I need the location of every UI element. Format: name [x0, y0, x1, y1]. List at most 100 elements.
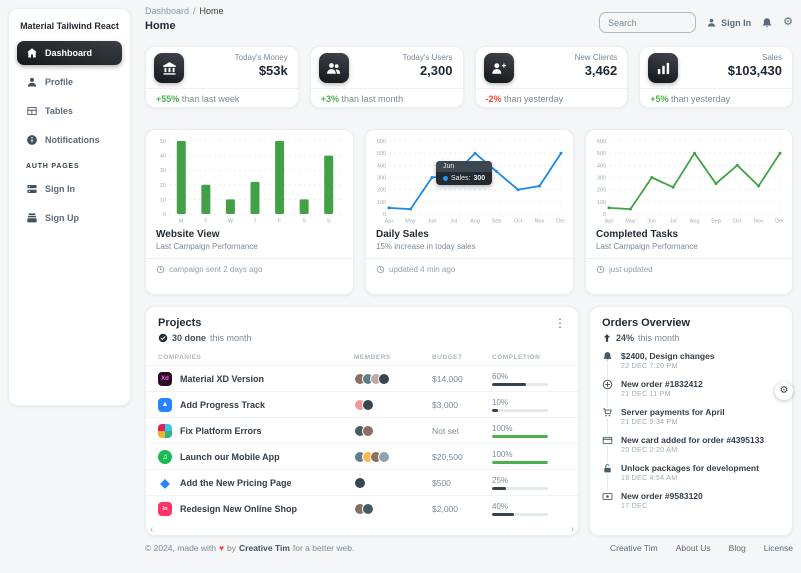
divider	[640, 88, 792, 89]
svg-text:Oct: Oct	[733, 219, 742, 225]
chart-subtitle: 15% increase in today sales	[376, 242, 476, 251]
avatar[interactable]	[378, 372, 390, 385]
svg-text:100: 100	[597, 200, 606, 206]
completion-percent: 25%	[492, 475, 509, 485]
footer-link-blog[interactable]: Blog	[728, 543, 746, 553]
progress-bar	[492, 512, 548, 516]
info-circle-icon	[26, 134, 38, 146]
projects-menu-icon[interactable]	[554, 317, 566, 343]
order-title: Unlock packages for development	[621, 463, 759, 473]
lock-open-icon	[602, 463, 613, 474]
avatar[interactable]	[362, 398, 374, 411]
scroll-right-icon[interactable]	[571, 525, 574, 535]
user-circle-icon	[26, 76, 38, 88]
sidebar-item-profile[interactable]: Profile	[17, 70, 122, 94]
sidebar-item-sign-in[interactable]: Sign In	[17, 177, 122, 201]
stat-label: Today's Money	[234, 53, 288, 62]
footer-brand-link[interactable]: Creative Tim	[239, 543, 290, 553]
search-input[interactable]	[599, 12, 697, 33]
project-name: Material XD Version	[180, 373, 265, 384]
stat-delta-suffix: than yesterday	[504, 94, 564, 104]
projects-card: Projects 30 done this month COMPANIES ME…	[145, 306, 579, 536]
svg-text:400: 400	[377, 163, 386, 169]
svg-text:0: 0	[603, 212, 606, 218]
project-name: Launch our Mobile App	[180, 451, 280, 462]
bell-icon[interactable]	[761, 17, 773, 29]
xd-icon	[158, 371, 172, 386]
orders-overview-card: Orders Overview 24% this month $2400, De…	[589, 306, 793, 536]
gear-icon	[780, 386, 789, 396]
series-marker-icon	[443, 176, 448, 181]
bar-chart-icon	[648, 53, 679, 83]
svg-text:Aug: Aug	[690, 219, 700, 225]
settings-gear-icon[interactable]	[783, 17, 793, 28]
sidebar-item-sign-up[interactable]: Sign Up	[17, 206, 122, 230]
progress-bar	[492, 434, 548, 438]
breadcrumb-separator: /	[193, 6, 196, 16]
project-name: Fix Platform Errors	[180, 425, 262, 436]
sidebar-item-label: Dashboard	[45, 48, 93, 58]
svg-text:Jul: Jul	[670, 219, 677, 225]
configurator-fab[interactable]	[775, 382, 793, 400]
cart-icon	[602, 407, 613, 418]
avatar[interactable]	[362, 502, 374, 515]
bottom-row: Projects 30 done this month COMPANIES ME…	[145, 306, 793, 536]
chart-footer-text: campaign sent 2 days ago	[169, 265, 263, 274]
svg-text:30: 30	[160, 168, 166, 174]
stat-delta: +5%	[650, 94, 669, 104]
footer-link-creative-tim[interactable]: Creative Tim	[609, 543, 658, 553]
table-row: Add the New Pricing Page $500 25%	[146, 469, 578, 495]
avatar[interactable]	[362, 424, 374, 437]
svg-text:600: 600	[597, 139, 606, 145]
stat-card-todays-users: Today's Users 2,300 +3% than last month	[309, 46, 464, 108]
order-item: $2400, Design changes 22 DEC 7:20 PM	[590, 351, 792, 379]
sidebar: Material Tailwind React Dashboard Profil…	[8, 8, 131, 406]
order-date: 18 DEC 4:54 AM	[621, 475, 678, 482]
tooltip-label: Jun	[436, 161, 493, 172]
svg-text:T: T	[204, 219, 208, 225]
stat-card-new-clients: New Clients 3,462 -2% than yesterday	[474, 46, 629, 108]
stat-label: Today's Users	[402, 53, 453, 62]
svg-text:S: S	[327, 219, 331, 225]
slack-icon	[158, 423, 172, 438]
sidebar-item-dashboard[interactable]: Dashboard	[17, 41, 122, 65]
orders-delta-suffix: this month	[638, 333, 680, 343]
copyright-mid: by	[227, 543, 237, 553]
sign-in-button[interactable]: Sign In	[706, 17, 751, 28]
svg-text:300: 300	[377, 176, 386, 182]
sidebar-item-label: Sign In	[45, 184, 75, 194]
progress-bar	[492, 408, 548, 412]
project-members	[354, 450, 432, 463]
svg-text:Sep: Sep	[492, 219, 502, 225]
avatar[interactable]	[354, 476, 366, 489]
project-budget: $14,000	[432, 373, 463, 384]
column-header: MEMBERS	[354, 353, 391, 361]
sidebar-item-tables[interactable]: Tables	[17, 99, 122, 123]
project-members	[354, 372, 432, 385]
rectangle-stack-icon	[26, 212, 38, 224]
sign-in-label: Sign In	[721, 17, 752, 28]
avatar[interactable]	[378, 450, 390, 463]
stat-delta: -2%	[485, 94, 502, 104]
breadcrumb-root[interactable]: Dashboard	[145, 6, 190, 16]
breadcrumb-current: Home	[199, 6, 224, 16]
daily-sales-chart: Jun Sales: 300 0 100 200 300 400 500 600 Apr May…	[374, 137, 566, 225]
divider	[146, 88, 298, 89]
breadcrumb-block: Dashboard / Home Home	[145, 6, 224, 38]
order-date: 22 DEC 7:20 PM	[621, 363, 678, 370]
svg-text:F: F	[278, 219, 282, 225]
project-completion: 25%	[492, 476, 566, 490]
scroll-left-icon[interactable]	[150, 525, 153, 535]
sidebar-item-notifications[interactable]: Notifications	[17, 128, 122, 152]
footer-link-license[interactable]: License	[763, 543, 793, 553]
svg-text:W: W	[228, 219, 234, 225]
svg-text:Jun: Jun	[647, 219, 656, 225]
order-date: 17 DEC	[621, 503, 648, 510]
clock-icon	[596, 265, 605, 274]
footer-link-about-us[interactable]: About Us	[675, 543, 711, 553]
clock-icon	[376, 265, 385, 274]
svg-text:Oct: Oct	[514, 219, 523, 225]
tooltip-value: 300	[473, 175, 486, 182]
svg-text:May: May	[405, 219, 416, 225]
page-title: Home	[145, 20, 176, 32]
